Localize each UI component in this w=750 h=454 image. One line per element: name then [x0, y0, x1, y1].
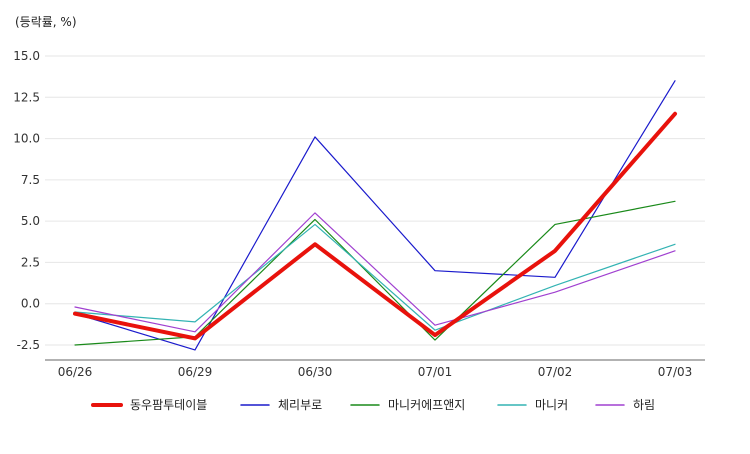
x-axis-ticks: 06/26 06/29 06/30 07/01 07/02 07/03 — [58, 365, 693, 379]
y-tick-label: 5.0 — [21, 214, 40, 228]
y-tick-label: 7.5 — [21, 173, 40, 187]
y-axis-label: (등락률, %) — [15, 15, 77, 29]
y-axis-ticks: 15.0 12.5 10.0 7.5 5.0 2.5 0.0 -2.5 — [13, 49, 40, 352]
x-tick-label: 06/29 — [178, 365, 213, 379]
legend: 동우팜투테이블 체리부로 마니커에프앤지 마니커 하림 — [93, 398, 655, 412]
legend-label: 마니커 — [535, 398, 568, 412]
series-line — [75, 201, 675, 345]
x-tick-label: 07/03 — [658, 365, 693, 379]
legend-label: 하림 — [633, 398, 655, 412]
x-tick-label: 06/30 — [298, 365, 333, 379]
legend-label: 체리부로 — [278, 398, 322, 412]
legend-label: 마니커에프앤지 — [388, 398, 465, 412]
x-tick-label: 07/01 — [418, 365, 453, 379]
y-tick-label: 2.5 — [21, 255, 40, 269]
series-line — [75, 224, 675, 330]
series-line — [75, 213, 675, 332]
y-tick-label: 10.0 — [13, 132, 40, 146]
series-lines — [75, 81, 675, 350]
y-tick-label: 15.0 — [13, 49, 40, 63]
x-tick-label: 07/02 — [538, 365, 573, 379]
x-tick-label: 06/26 — [58, 365, 93, 379]
series-line — [75, 114, 675, 339]
y-tick-label: 0.0 — [21, 297, 40, 311]
legend-label: 동우팜투테이블 — [130, 398, 207, 412]
y-tick-label: 12.5 — [13, 90, 40, 104]
y-tick-label: -2.5 — [17, 338, 40, 352]
grid-lines — [45, 56, 705, 345]
